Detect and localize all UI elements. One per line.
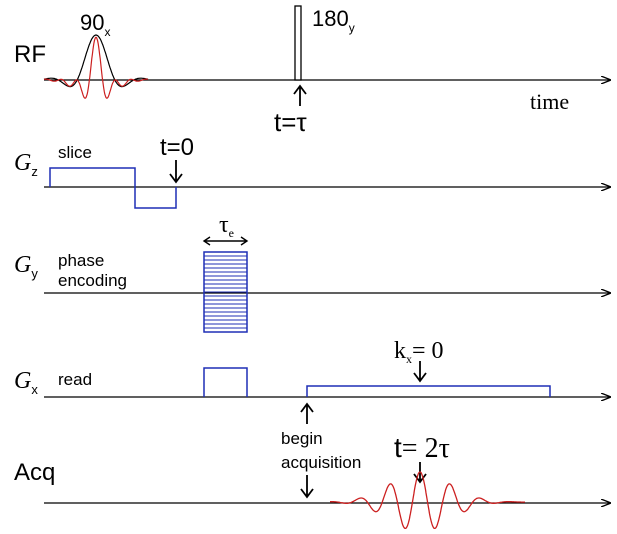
t0-label: t=0: [160, 134, 194, 161]
tau-e-double-arrow: [202, 236, 249, 246]
gx-label: Gx: [14, 368, 38, 397]
pulse-180-label: 180y: [312, 6, 355, 35]
t-tau-label: t=τ: [274, 107, 307, 137]
rf-label: RF: [14, 41, 46, 68]
phase-encoding-label-line1: phase: [58, 251, 104, 270]
gx-prephase-lobe: [203, 367, 248, 397]
t-tau-up-arrow: [293, 84, 307, 106]
rf-90-sinc-pulse-black: [43, 34, 149, 88]
gz-rephase-lobe: [134, 187, 177, 209]
begin-acquisition-up-arrow: [300, 402, 314, 424]
kx-zero-down-arrow: [413, 361, 427, 383]
rf-90-sinc-pulse-red: [43, 36, 149, 99]
rf-180-pulse: [294, 5, 302, 81]
gy-phase-steps: [204, 255, 247, 329]
gy-label: Gy: [14, 252, 38, 281]
acq-echo-signal: [330, 471, 525, 530]
acq-label: Acq: [14, 459, 55, 486]
t-2tau-label: t= 2τ: [394, 432, 450, 464]
begin-acquisition-label-line2: acquisition: [281, 453, 361, 472]
pulse-90-label: 90x: [80, 10, 110, 39]
gz-label: Gz: [14, 150, 38, 179]
kx-zero-label: kx= 0: [394, 338, 444, 366]
slice-label: slice: [58, 143, 92, 162]
phase-encoding-label-line2: encoding: [58, 271, 127, 290]
read-label: read: [58, 370, 92, 389]
time-axis-label: time: [530, 89, 569, 114]
t0-down-arrow: [169, 160, 183, 184]
gx-readout-lobe: [306, 385, 551, 397]
begin-acquisition-down-arrow: [300, 475, 314, 499]
tau-e-label: τe: [219, 212, 234, 240]
gz-slice-select-lobe: [49, 167, 136, 187]
begin-acquisition-label-line1: begin: [281, 429, 323, 448]
